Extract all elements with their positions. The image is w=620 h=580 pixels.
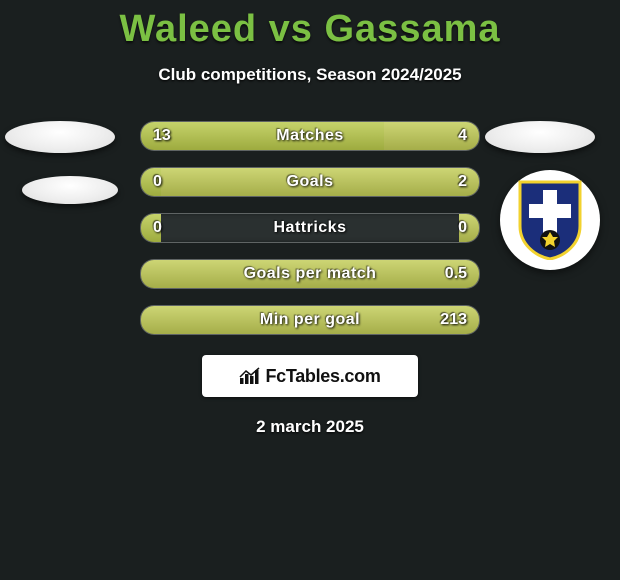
- stat-bar-left-fill: [141, 122, 384, 150]
- comparison-date: 2 march 2025: [0, 417, 620, 437]
- page-subtitle: Club competitions, Season 2024/2025: [0, 65, 620, 85]
- stat-value-left: 0: [153, 168, 162, 196]
- stat-bar: Goals02: [140, 167, 480, 197]
- chart-icon: [239, 367, 261, 385]
- right-player-avatar: [485, 121, 595, 153]
- player-avatar-placeholder: [22, 176, 118, 204]
- page-title: Waleed vs Gassama: [0, 0, 620, 51]
- stat-row: Matches134: [140, 121, 480, 149]
- stat-row: Goals02: [140, 167, 480, 195]
- stat-bar: Goals per match0.5: [140, 259, 480, 289]
- fctables-watermark[interactable]: FcTables.com: [202, 355, 418, 397]
- stat-value-left: 13: [153, 122, 171, 150]
- fctables-label: FcTables.com: [239, 366, 380, 387]
- stat-value-right: 0.5: [445, 260, 467, 288]
- stat-bar-right-fill: [141, 260, 479, 288]
- stat-row: Goals per match0.5: [140, 259, 480, 287]
- stat-bar: Hattricks0 0: [140, 213, 480, 243]
- stat-row: Hattricks0 0: [140, 213, 480, 241]
- stat-value-right: 213: [440, 306, 467, 334]
- stat-row: Min per goal213: [140, 305, 480, 333]
- stat-value-right: 4: [458, 122, 467, 150]
- right-club-logo: [500, 170, 600, 270]
- stat-bar: Min per goal213: [140, 305, 480, 335]
- stat-value-left: 0: [153, 214, 162, 242]
- stat-value-right: 0: [458, 214, 467, 242]
- stat-rows: Matches134Goals02Hattricks00Goals per ma…: [140, 121, 480, 333]
- stat-value-right: 2: [458, 168, 467, 196]
- fctables-text: FcTables.com: [265, 366, 380, 387]
- club-badge-icon: [515, 180, 585, 260]
- stat-bar-right-fill: [161, 168, 479, 196]
- stat-label: Hattricks: [141, 214, 479, 242]
- player-avatar-placeholder: [5, 121, 115, 153]
- stat-bar-right-fill: [141, 306, 479, 334]
- comparison-page: Waleed vs Gassama Club competitions, Sea…: [0, 0, 620, 580]
- stat-bar: Matches134: [140, 121, 480, 151]
